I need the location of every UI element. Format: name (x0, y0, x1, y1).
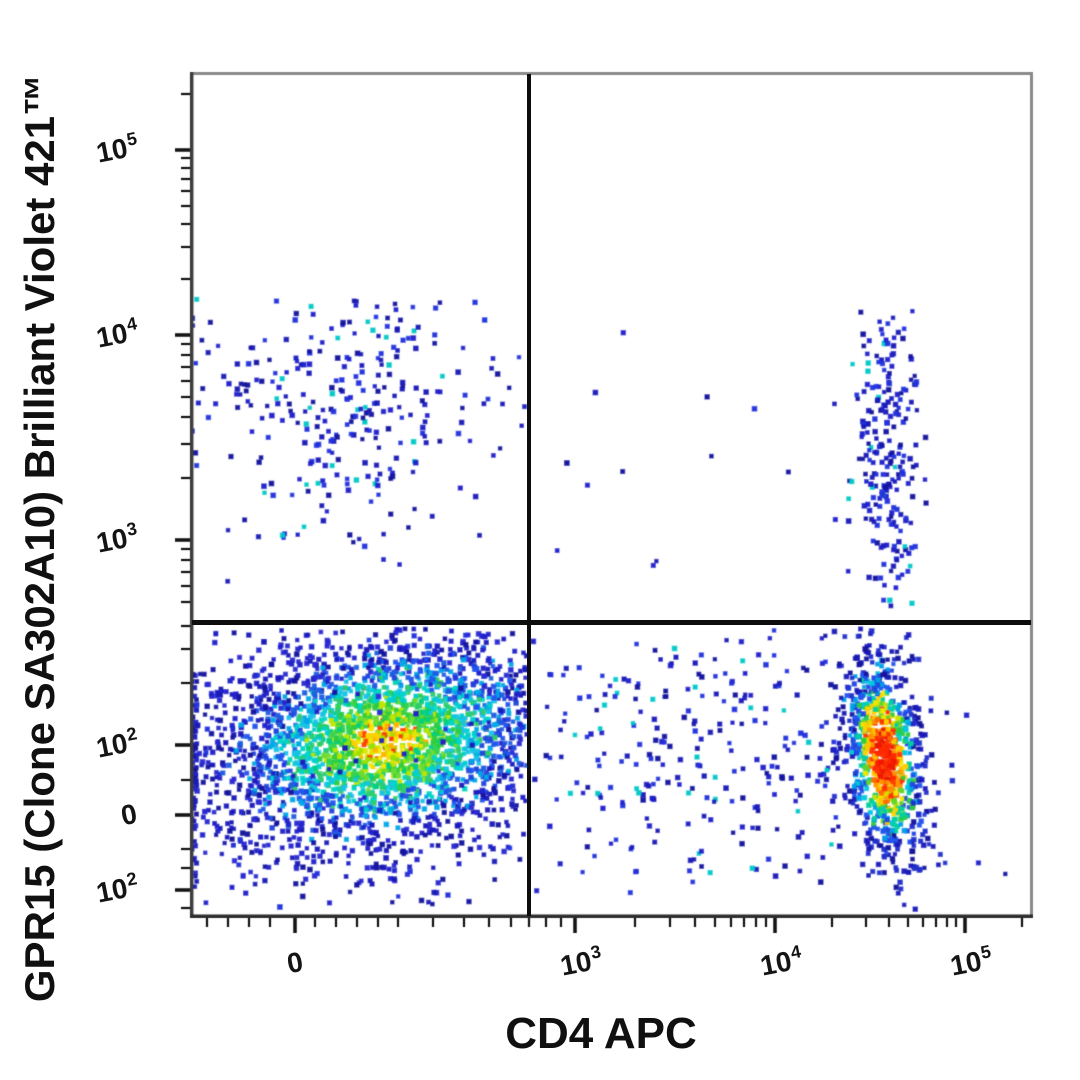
x-axis-title: CD4 APC (505, 1009, 697, 1058)
quadrant-gate-vertical-line (527, 74, 531, 916)
y-axis-title: GPR15 (Clone SA302A10) Brilliant Violet … (16, 73, 63, 1003)
quadrant-gate-horizontal-line (192, 620, 1031, 625)
